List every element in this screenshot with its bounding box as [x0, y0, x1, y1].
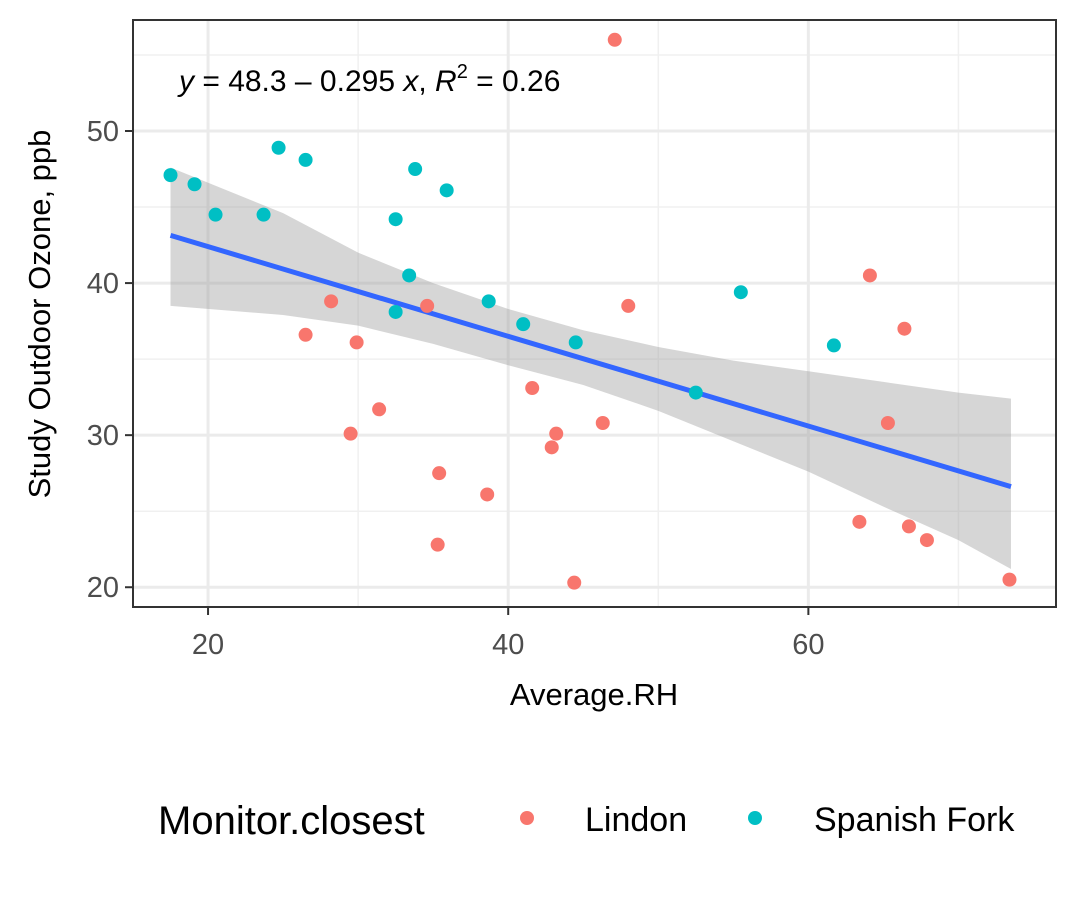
- point-lindon: [852, 514, 867, 529]
- grid-minor: [133, 20, 1056, 607]
- point-lindon: [349, 335, 364, 350]
- point-spanish-fork: [163, 168, 178, 183]
- point-lindon: [544, 440, 559, 455]
- point-spanish-fork: [733, 285, 748, 300]
- points-layer: [163, 32, 1017, 590]
- eq-r-sup: 2: [457, 61, 468, 83]
- y-tick-label: 50: [87, 116, 119, 148]
- legend-key-lindon: [520, 811, 534, 825]
- point-lindon: [621, 298, 636, 313]
- point-lindon: [324, 294, 339, 309]
- regression-line: [169, 232, 1012, 489]
- confidence-band-layer: [170, 167, 1011, 569]
- y-axis: 20 30 40 50: [87, 116, 133, 604]
- point-lindon: [525, 381, 540, 396]
- point-spanish-fork: [388, 212, 403, 227]
- plot-border: [132, 19, 1057, 608]
- eq-body: = 48.3 – 0.295: [194, 65, 403, 98]
- eq-comma: ,: [418, 65, 435, 98]
- point-spanish-fork: [187, 177, 202, 192]
- grid-major: [133, 20, 1056, 607]
- y-tick-label: 40: [87, 268, 119, 300]
- point-lindon: [862, 268, 877, 283]
- x-tick-label: 40: [492, 629, 524, 661]
- point-spanish-fork: [688, 385, 703, 400]
- point-spanish-fork: [298, 152, 313, 167]
- point-lindon: [343, 426, 358, 441]
- y-tick-label: 30: [87, 420, 119, 452]
- eq-y: y: [177, 65, 196, 98]
- x-tick-label: 20: [192, 629, 224, 661]
- point-lindon: [549, 426, 564, 441]
- point-lindon: [607, 32, 622, 47]
- point-spanish-fork: [439, 183, 454, 198]
- eq-r: R: [435, 65, 457, 98]
- y-axis-title: Study Outdoor Ozone, ppb: [22, 130, 57, 499]
- legend-label-lindon: Lindon: [585, 801, 687, 839]
- point-lindon: [432, 466, 447, 481]
- point-spanish-fork: [481, 294, 496, 309]
- point-lindon: [298, 327, 313, 342]
- point-spanish-fork: [256, 207, 271, 222]
- x-axis-title: Average.RH: [510, 677, 678, 712]
- point-spanish-fork: [408, 162, 423, 177]
- point-spanish-fork: [516, 317, 531, 332]
- point-spanish-fork: [402, 268, 417, 283]
- legend-title: Monitor.closest: [158, 799, 425, 843]
- point-spanish-fork: [208, 207, 223, 222]
- point-lindon: [372, 402, 387, 417]
- point-lindon: [897, 321, 912, 336]
- legend: Monitor.closest Lindon Spanish Fork: [158, 799, 1015, 843]
- regression-equation: y = 48.3 – 0.295 x, R2 = 0.26: [177, 61, 560, 98]
- eq-x: x: [401, 65, 419, 98]
- point-lindon: [880, 415, 895, 430]
- point-spanish-fork: [568, 335, 583, 350]
- point-spanish-fork: [388, 304, 403, 319]
- point-lindon: [919, 533, 934, 548]
- point-lindon: [901, 519, 916, 534]
- x-axis: 20 40 60: [192, 607, 824, 661]
- confidence-band: [170, 167, 1011, 569]
- y-tick-label: 20: [87, 572, 119, 604]
- point-lindon: [430, 537, 445, 552]
- point-spanish-fork: [271, 140, 286, 155]
- point-lindon: [480, 487, 495, 502]
- legend-key-spanish-fork: [748, 811, 762, 825]
- regression-line-layer: [169, 232, 1012, 489]
- legend-label-spanish-fork: Spanish Fork: [814, 801, 1015, 839]
- x-tick-label: 60: [792, 629, 824, 661]
- point-lindon: [595, 415, 610, 430]
- point-lindon: [420, 298, 435, 313]
- point-lindon: [567, 575, 582, 590]
- point-lindon: [1002, 572, 1017, 587]
- point-spanish-fork: [826, 338, 841, 353]
- eq-r-value: = 0.26: [468, 65, 561, 98]
- plot-background: [133, 20, 1056, 607]
